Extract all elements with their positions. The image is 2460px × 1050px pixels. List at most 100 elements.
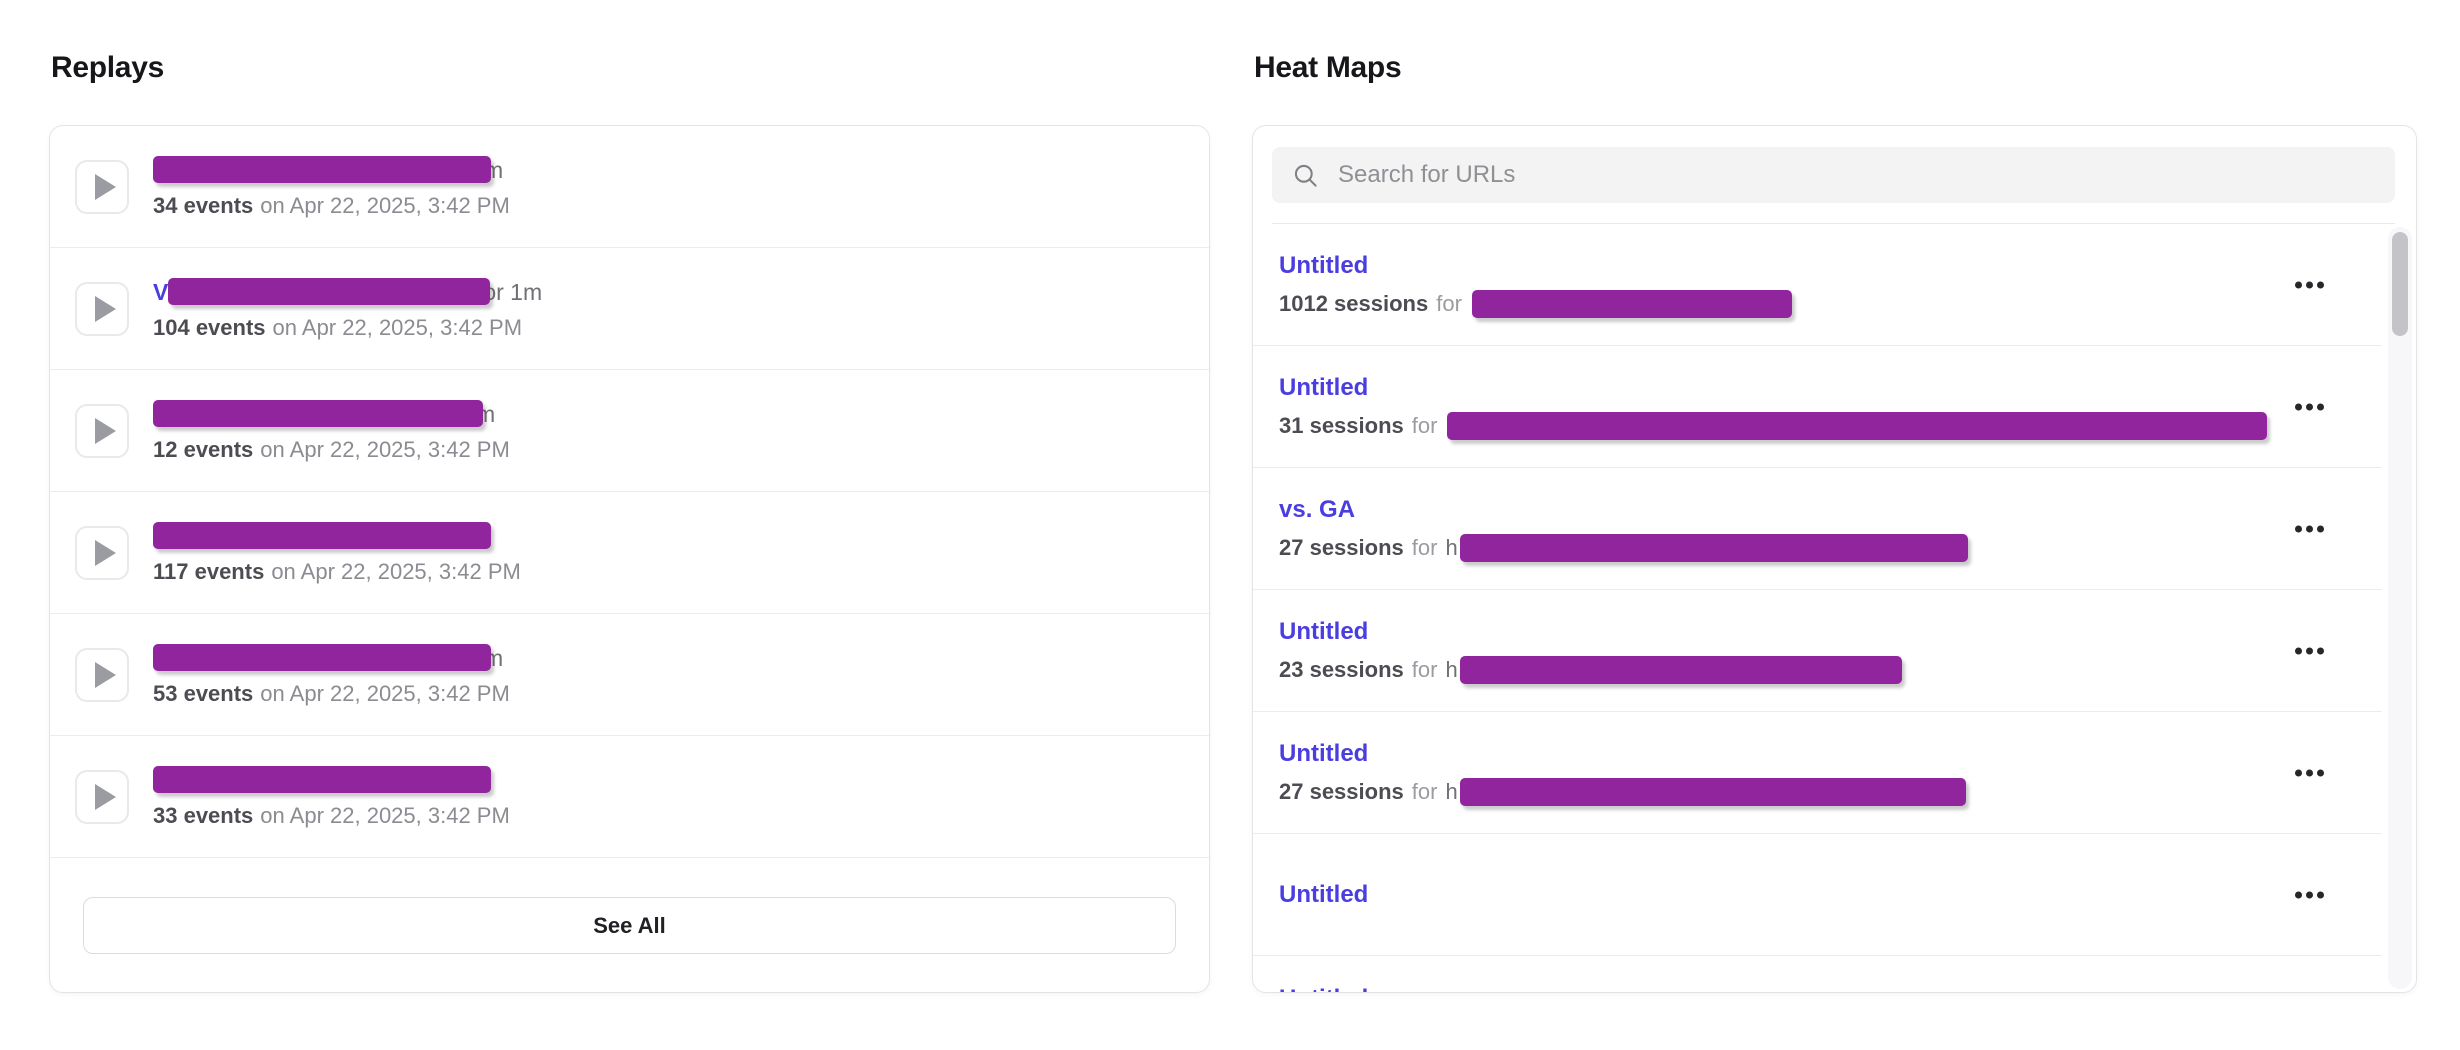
for-label: for — [1411, 535, 1438, 560]
replay-text: 33 events on Apr 22, 2025, 3:42 PM — [153, 765, 510, 829]
heatmaps-list: Untitled 1012 sessions for Untitled 31 se… — [1253, 224, 2416, 992]
play-button[interactable] — [75, 159, 129, 214]
more-options-button[interactable] — [2293, 275, 2326, 294]
replay-text: m 12 events on Apr 22, 2025, 3:42 PM — [153, 399, 510, 463]
redaction-strip — [1447, 412, 2268, 440]
heatmap-title-link[interactable]: Untitled — [1279, 740, 1369, 767]
heatmap-sessions: 31 sessions for — [1279, 412, 2268, 440]
replay-meta: 53 events on Apr 22, 2025, 3:42 PM — [153, 681, 510, 707]
redaction-strip — [1459, 778, 1966, 806]
redaction-strip — [153, 522, 491, 549]
for-label: for — [1436, 291, 1462, 316]
play-button[interactable] — [75, 403, 129, 458]
replay-name — [153, 521, 521, 551]
more-options-button[interactable] — [2293, 519, 2326, 538]
scrollbar-thumb[interactable] — [2392, 232, 2408, 336]
more-options-button[interactable] — [2293, 641, 2326, 660]
divider — [1272, 223, 2395, 224]
heatmap-title-link[interactable]: Untitled — [1279, 252, 1369, 279]
play-icon — [95, 417, 116, 444]
play-icon — [95, 539, 116, 566]
more-options-button[interactable] — [2293, 885, 2326, 904]
for-label: for — [1411, 779, 1438, 804]
replay-timestamp: on Apr 22, 2025, 3:42 PM — [260, 192, 510, 218]
heatmap-sessions: 23 sessions for h — [1279, 656, 1902, 684]
redaction-strip — [153, 644, 491, 671]
heatmap-row[interactable]: Untitled 31 sessions for — [1253, 346, 2382, 468]
for-label: for — [1411, 413, 1438, 438]
replay-meta: 12 events on Apr 22, 2025, 3:42 PM — [153, 437, 510, 463]
dashboard: Replays m 34 events on Apr 22, 2025, 3:42… — [49, 50, 2417, 993]
replay-name: m — [153, 399, 510, 429]
url-search-box[interactable] — [1272, 147, 2395, 203]
play-icon — [95, 783, 116, 810]
play-icon — [95, 173, 116, 200]
session-count: 27 sessions — [1279, 535, 1404, 560]
more-options-button[interactable] — [2293, 397, 2326, 416]
replay-meta: 34 events on Apr 22, 2025, 3:42 PM — [153, 193, 510, 219]
redaction-strip — [1459, 534, 1968, 562]
replay-name — [153, 765, 510, 795]
play-button[interactable] — [75, 281, 129, 336]
replay-row[interactable]: m 53 events on Apr 22, 2025, 3:42 PM — [50, 614, 1209, 736]
more-options-button[interactable] — [2293, 763, 2326, 782]
search-input[interactable] — [1336, 160, 2375, 190]
replay-text: m 34 events on Apr 22, 2025, 3:42 PM — [153, 155, 510, 219]
heatmap-row[interactable]: Untitled 27 sessions for h — [1253, 712, 2382, 834]
replay-meta: 117 events on Apr 22, 2025, 3:42 PM — [153, 559, 521, 585]
heatmaps-search-area — [1253, 126, 2416, 224]
event-count: 117 events — [153, 558, 265, 584]
play-button[interactable] — [75, 525, 129, 580]
replay-name: m — [153, 155, 510, 185]
redaction-strip — [153, 400, 483, 427]
event-count: 53 events — [153, 680, 254, 706]
see-all-button[interactable]: See All — [83, 897, 1176, 954]
heatmap-row[interactable]: Untitled 23 sessions for h — [1253, 590, 2382, 712]
scrollbar-track[interactable] — [2388, 227, 2412, 989]
replay-row[interactable]: 117 events on Apr 22, 2025, 3:42 PM — [50, 492, 1209, 614]
session-count: 31 sessions — [1279, 413, 1404, 438]
event-count: 34 events — [153, 192, 254, 218]
heatmap-title-link[interactable]: vs. GA — [1279, 496, 1356, 523]
replay-name: m — [153, 643, 510, 673]
event-count: 104 events — [153, 314, 266, 340]
redaction-strip — [153, 766, 491, 793]
url-fragment: h — [1445, 657, 1458, 682]
url-fragment: h — [1445, 535, 1458, 560]
redaction-strip — [1459, 656, 1902, 684]
heatmaps-section: Heat Maps Untitled 1012 sessions for — [1252, 50, 2417, 993]
session-count: 27 sessions — [1279, 779, 1404, 804]
heatmap-row[interactable]: Untitled — [1253, 956, 2382, 992]
event-count: 12 events — [153, 436, 254, 462]
name-fragment: V — [153, 278, 169, 305]
replay-row[interactable]: m 12 events on Apr 22, 2025, 3:42 PM — [50, 370, 1209, 492]
replay-row[interactable]: 33 events on Apr 22, 2025, 3:42 PM — [50, 736, 1209, 858]
replays-title: Replays — [51, 51, 164, 84]
heatmap-title-link[interactable]: Untitled — [1279, 881, 1369, 908]
replay-timestamp: on Apr 22, 2025, 3:42 PM — [272, 314, 523, 340]
heatmap-title-link[interactable]: Untitled — [1279, 374, 1369, 401]
heatmap-sessions: 27 sessions for h — [1279, 534, 1968, 562]
search-icon — [1294, 164, 1317, 187]
heatmap-row[interactable]: Untitled 1012 sessions for — [1253, 224, 2382, 346]
play-icon — [95, 661, 116, 688]
play-button[interactable] — [75, 769, 129, 824]
redaction-strip — [168, 278, 491, 305]
heatmap-row[interactable]: vs. GA 27 sessions for h — [1253, 468, 2382, 590]
play-icon — [95, 295, 116, 322]
replay-row[interactable]: m 34 events on Apr 22, 2025, 3:42 PM — [50, 126, 1209, 248]
heatmap-title-link[interactable]: Untitled — [1279, 984, 1368, 992]
replays-section: Replays m 34 events on Apr 22, 2025, 3:42… — [49, 50, 1210, 993]
session-count: 23 sessions — [1279, 657, 1404, 682]
replay-timestamp: on Apr 22, 2025, 3:42 PM — [271, 558, 521, 584]
replay-meta: 33 events on Apr 22, 2025, 3:42 PM — [153, 803, 510, 829]
replay-timestamp: on Apr 22, 2025, 3:42 PM — [260, 436, 510, 462]
replay-text: 117 events on Apr 22, 2025, 3:42 PM — [153, 521, 521, 585]
heatmap-title-link[interactable]: Untitled — [1279, 618, 1369, 645]
play-button[interactable] — [75, 647, 129, 702]
session-count: 1012 sessions — [1279, 291, 1429, 316]
heatmap-row[interactable]: Untitled — [1253, 834, 2382, 956]
